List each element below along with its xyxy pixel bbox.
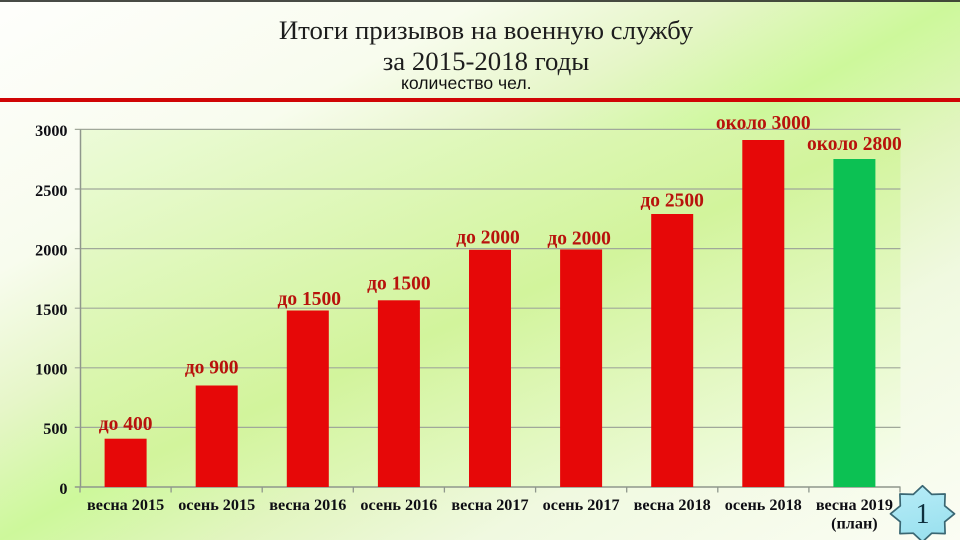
svg-text:1000: 1000 xyxy=(35,361,67,379)
svg-text:около 3000: около 3000 xyxy=(716,113,811,134)
svg-text:осень 2018: осень 2018 xyxy=(725,496,802,514)
svg-text:до 900: до 900 xyxy=(185,358,239,379)
svg-text:2000: 2000 xyxy=(35,241,67,259)
svg-text:весна 2019: весна 2019 xyxy=(816,496,893,514)
svg-text:до 1500: до 1500 xyxy=(367,274,431,295)
svg-text:около 2800: около 2800 xyxy=(807,134,902,155)
svg-text:осень 2015: осень 2015 xyxy=(178,496,255,514)
svg-text:2500: 2500 xyxy=(35,182,67,200)
svg-text:весна 2015: весна 2015 xyxy=(87,496,164,514)
svg-text:0: 0 xyxy=(59,480,67,498)
svg-text:весна 2018: весна 2018 xyxy=(634,496,711,514)
svg-text:(план): (план) xyxy=(831,515,878,533)
svg-text:1: 1 xyxy=(916,499,930,530)
svg-text:до 2500: до 2500 xyxy=(640,191,704,212)
svg-text:весна 2016: весна 2016 xyxy=(269,496,346,514)
svg-text:осень 2017: осень 2017 xyxy=(543,496,620,514)
svg-text:до 1500: до 1500 xyxy=(278,289,342,310)
svg-text:1500: 1500 xyxy=(35,301,67,319)
svg-text:весна 2017: весна 2017 xyxy=(451,496,528,514)
svg-text:осень 2016: осень 2016 xyxy=(360,496,437,514)
svg-text:до 400: до 400 xyxy=(99,414,153,435)
svg-text:до 2000: до 2000 xyxy=(456,228,520,249)
svg-text:500: 500 xyxy=(43,420,67,438)
svg-text:3000: 3000 xyxy=(35,122,67,140)
svg-text:до 2000: до 2000 xyxy=(547,229,611,250)
